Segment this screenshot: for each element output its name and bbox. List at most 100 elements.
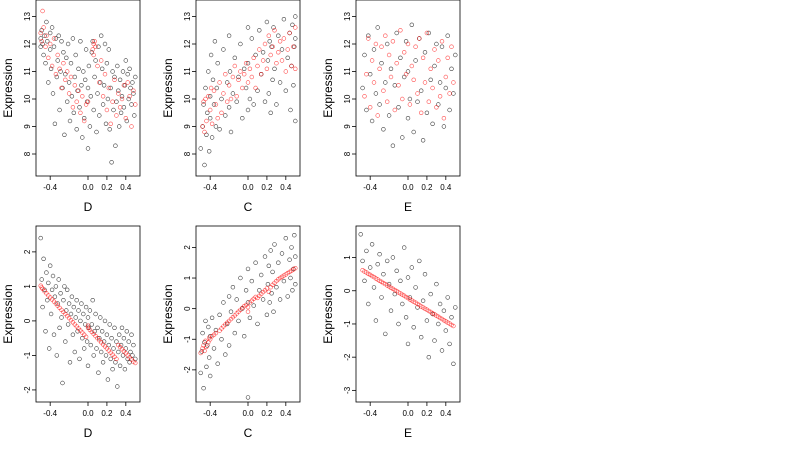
data-point (447, 91, 452, 96)
data-point (62, 132, 67, 138)
data-point (398, 55, 403, 60)
data-point (434, 41, 439, 47)
data-point (392, 107, 397, 113)
data-point (76, 66, 81, 72)
data-point (200, 124, 205, 129)
data-point (38, 44, 43, 49)
x-tick-label: 0.4 (120, 183, 132, 192)
data-point (100, 102, 106, 107)
data-point (133, 356, 138, 362)
data-point (240, 85, 245, 91)
data-point (268, 110, 273, 116)
data-point (78, 39, 83, 44)
data-point (409, 63, 414, 69)
data-point (102, 71, 108, 77)
data-point (93, 311, 98, 317)
data-point (106, 47, 112, 52)
data-point (80, 94, 85, 99)
data-point (212, 39, 218, 44)
data-point (85, 315, 91, 320)
data-point (61, 298, 66, 303)
data-point (63, 339, 68, 344)
data-point (400, 135, 405, 140)
data-point (371, 47, 377, 52)
data-point (362, 278, 367, 283)
data-point (293, 25, 298, 30)
data-point (366, 36, 371, 41)
data-point (424, 110, 430, 116)
data-point (213, 102, 219, 107)
data-point (437, 80, 443, 85)
data-point (377, 66, 382, 72)
data-point (96, 370, 101, 375)
data-point (54, 353, 59, 358)
data-point (127, 66, 132, 72)
data-point (123, 115, 129, 121)
data-point (68, 311, 74, 317)
data-point (74, 298, 79, 303)
data-point (80, 336, 85, 341)
data-point (445, 55, 450, 60)
data-point (266, 263, 271, 268)
data-point (266, 33, 271, 38)
series-red (38, 283, 138, 366)
data-point (98, 58, 104, 63)
data-point (86, 63, 92, 69)
data-point (40, 8, 45, 14)
data-point (234, 99, 239, 104)
data-point (63, 71, 68, 77)
data-point (245, 107, 251, 113)
data-point (52, 121, 58, 127)
data-point (68, 74, 74, 80)
data-point (426, 355, 431, 360)
data-point (388, 66, 394, 72)
data-point (79, 83, 84, 88)
data-point (105, 96, 111, 102)
x-axis-label: D (84, 426, 93, 440)
x-tick-label: 0.4 (120, 409, 132, 418)
data-point (40, 41, 45, 47)
data-point (84, 339, 90, 344)
data-point (95, 63, 100, 69)
y-tick-label: 1 (23, 284, 32, 289)
data-point (46, 80, 51, 85)
data-point (44, 19, 49, 25)
data-point (276, 33, 281, 38)
data-point (407, 96, 413, 102)
data-point (73, 315, 78, 320)
data-point (441, 115, 447, 121)
data-point (225, 99, 230, 104)
data-point (390, 255, 396, 260)
data-point (428, 291, 433, 297)
data-point (285, 55, 290, 60)
data-point (253, 260, 258, 265)
data-point (133, 102, 138, 107)
data-point (291, 83, 296, 88)
data-point (245, 395, 251, 400)
series-red (360, 268, 456, 329)
data-point (128, 85, 133, 91)
data-point (112, 77, 117, 83)
data-point (75, 329, 80, 334)
data-point (394, 268, 399, 273)
data-point (268, 248, 273, 253)
y-tick-label: 10 (343, 94, 352, 103)
data-point (390, 143, 396, 148)
data-point (71, 110, 77, 116)
data-point (405, 69, 411, 74)
data-point (103, 353, 109, 358)
data-point (114, 339, 119, 344)
data-point (217, 312, 222, 317)
data-point (362, 94, 367, 99)
data-point (208, 52, 214, 58)
data-point (97, 80, 102, 85)
data-point (59, 315, 64, 320)
data-point (223, 71, 228, 77)
data-point (277, 297, 283, 302)
x-tick-label: 0.2 (421, 183, 433, 192)
data-point (46, 280, 51, 286)
data-point (447, 341, 452, 347)
data-point (124, 329, 130, 334)
data-point (211, 346, 217, 351)
data-point (94, 129, 99, 135)
